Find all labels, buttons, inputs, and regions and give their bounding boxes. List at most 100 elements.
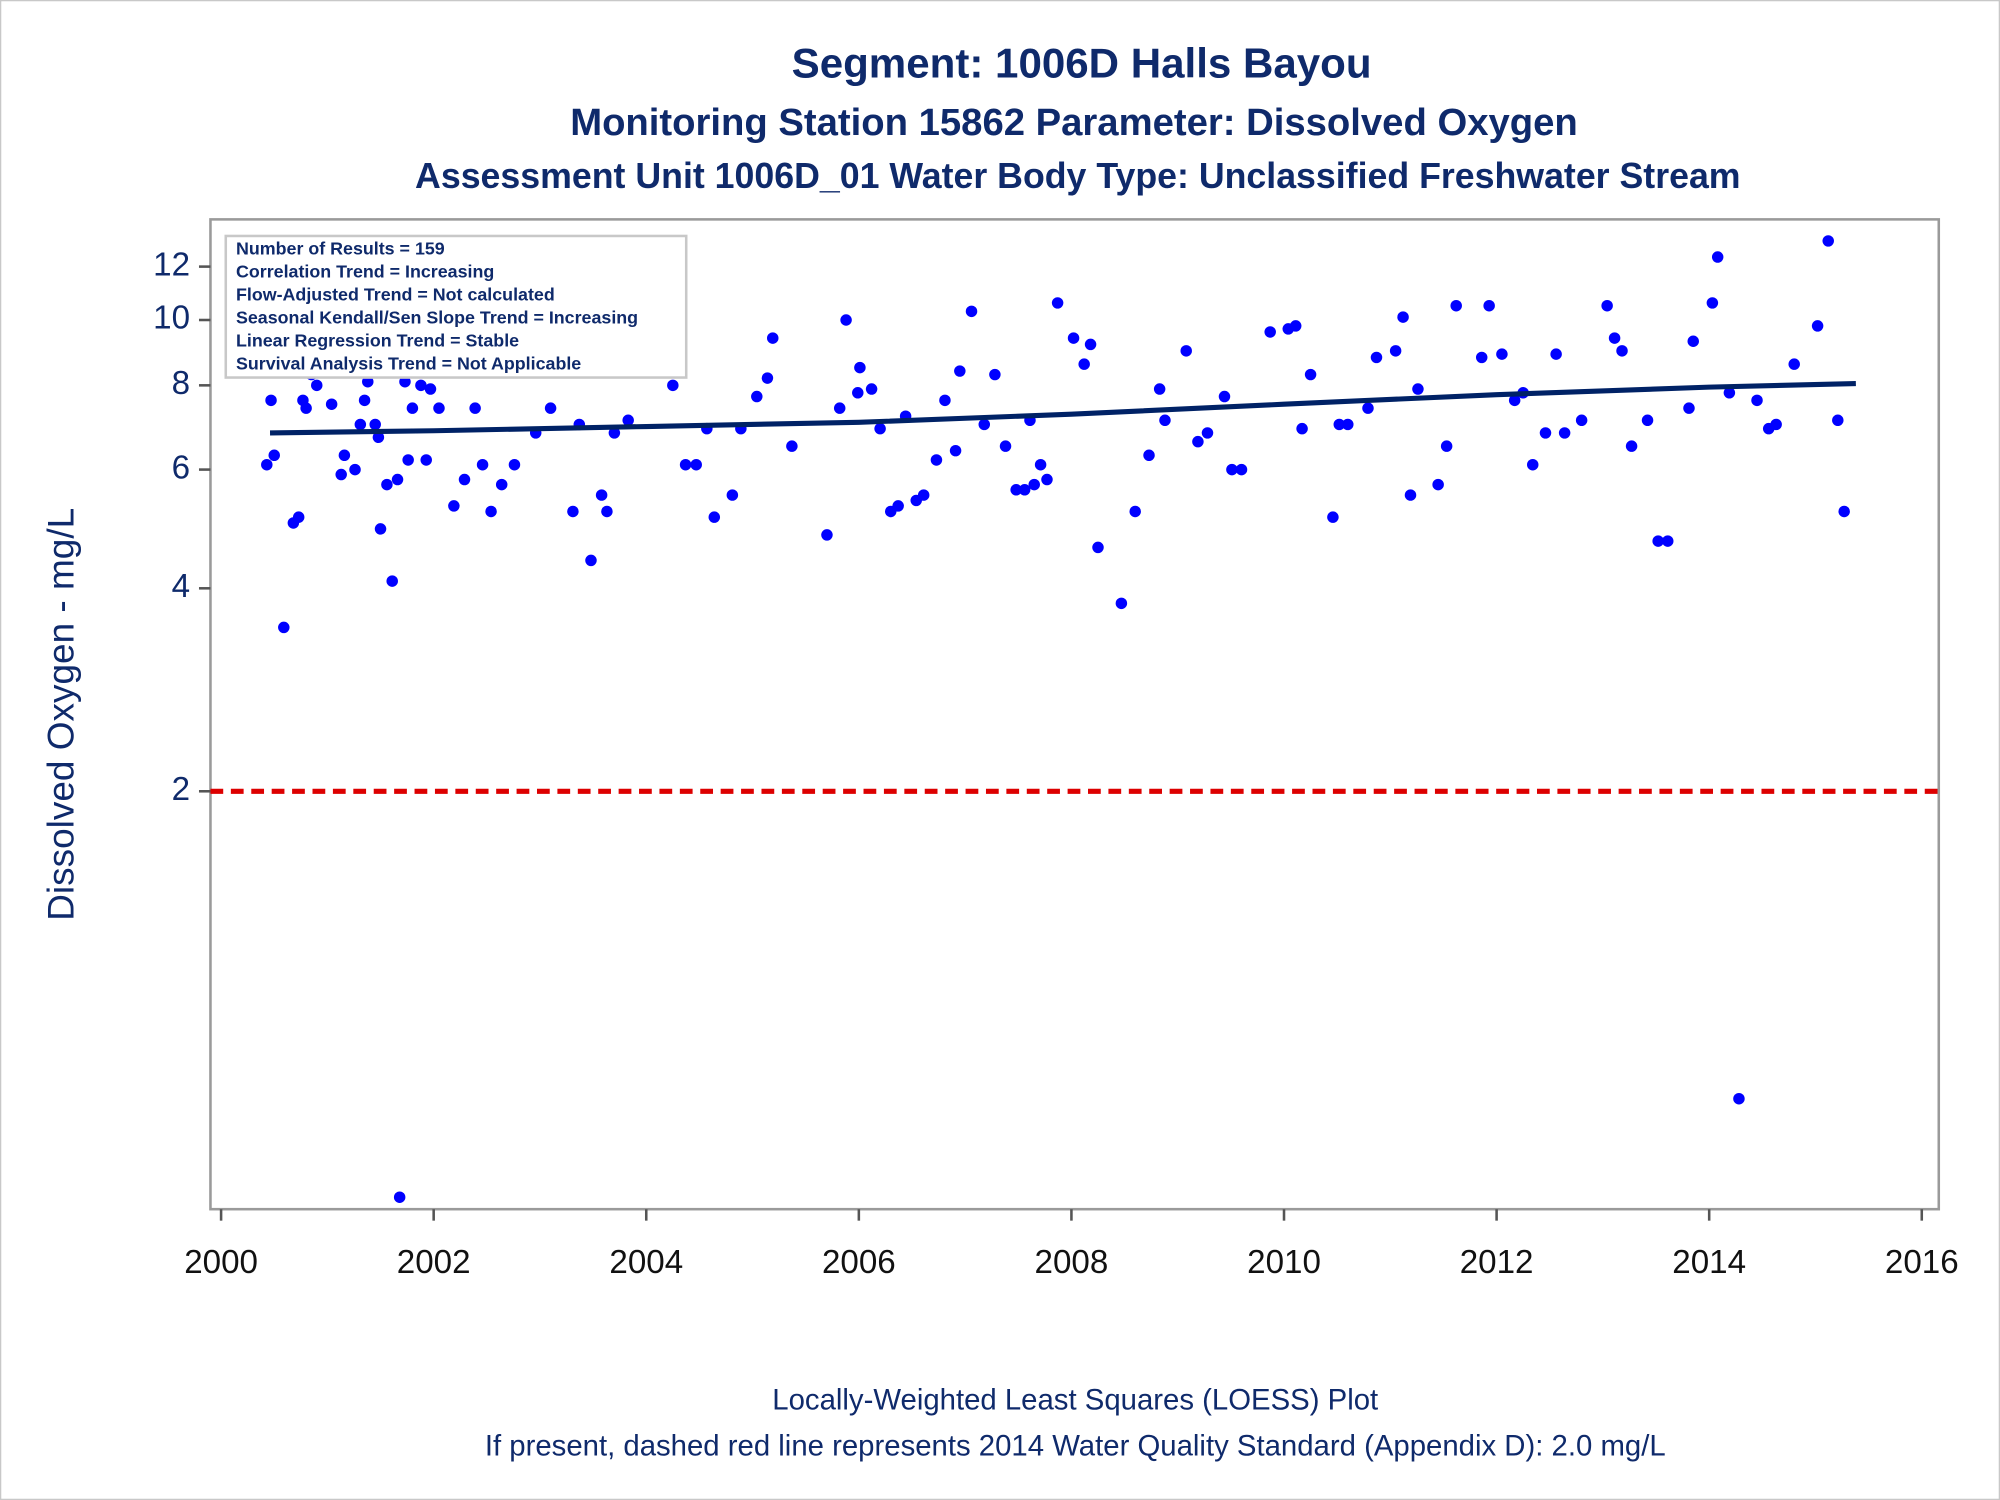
data-point (1092, 541, 1104, 554)
data-point (1625, 440, 1638, 452)
stats-line: Correlation Trend = Increasing (236, 262, 494, 282)
data-point (1432, 478, 1444, 491)
y-tick-label: 4 (172, 568, 190, 605)
data-point (325, 398, 338, 410)
data-point (1508, 394, 1521, 407)
trend-line (269, 380, 1856, 436)
data-point (1362, 402, 1374, 414)
data-point (999, 440, 1012, 452)
data-point (726, 489, 739, 501)
data-point (1575, 414, 1588, 427)
x-tick-label: 2004 (609, 1244, 683, 1281)
x-tick-label: 2012 (1460, 1244, 1534, 1281)
data-point (1192, 435, 1204, 448)
data-point (1450, 299, 1462, 312)
footnote: If present, dashed red line represents 2… (485, 1429, 1666, 1462)
data-point (1389, 345, 1402, 357)
x-tick-label: 2006 (822, 1244, 896, 1281)
data-point (1327, 511, 1339, 523)
data-point (954, 365, 966, 377)
data-point (852, 387, 864, 399)
data-point (892, 500, 904, 512)
data-point (1115, 597, 1128, 610)
data-point (544, 402, 557, 414)
data-point (1084, 338, 1097, 351)
data-point (595, 489, 608, 501)
data-point (751, 390, 763, 403)
data-point (278, 621, 290, 634)
data-point (338, 449, 351, 462)
x-tick-label: 2016 (1885, 1244, 1959, 1281)
data-point (1051, 297, 1064, 309)
y-tick-label: 10 (153, 300, 190, 337)
data-point (1018, 484, 1031, 496)
stats-line: Seasonal Kendall/Sen Slope Trend = Incre… (236, 308, 638, 328)
chart-subtitle: Monitoring Station 15862 Parameter: Diss… (570, 101, 1578, 144)
data-point (840, 314, 852, 326)
data-point (424, 383, 437, 395)
x-tick-label: 2002 (397, 1244, 471, 1281)
data-point (261, 459, 273, 471)
data-point (415, 379, 427, 392)
stats-box (224, 234, 688, 379)
data-point (917, 489, 930, 501)
data-point (402, 454, 414, 466)
data-point (949, 444, 962, 457)
data-point (1539, 427, 1552, 439)
data-point (1811, 320, 1824, 332)
data-point (567, 505, 579, 518)
data-point (1706, 297, 1719, 309)
data-point (1661, 535, 1674, 547)
data-point (939, 394, 951, 407)
data-point (508, 459, 521, 471)
data-point (1683, 402, 1695, 414)
data-point (448, 500, 460, 512)
data-point (786, 440, 798, 452)
data-point (335, 468, 347, 481)
data-point (362, 375, 374, 388)
data-point (989, 368, 1001, 381)
data-point (1235, 463, 1248, 476)
data-point (1770, 418, 1782, 431)
data-point (1041, 473, 1053, 486)
data-point (1226, 463, 1238, 476)
data-point (433, 402, 445, 414)
stats-line: Survival Analysis Trend = Not Applicable (236, 354, 581, 374)
data-point (608, 427, 621, 439)
data-point (354, 418, 367, 431)
data-point (679, 459, 692, 471)
data-point (1832, 414, 1844, 427)
data-point (386, 575, 398, 587)
data-point (358, 394, 371, 407)
data-point (495, 478, 508, 491)
data-point (1264, 326, 1276, 338)
data-point (874, 422, 886, 435)
data-point (1788, 358, 1800, 370)
stats-line: Linear Regression Trend = Stable (236, 331, 519, 351)
data-point (1404, 489, 1417, 501)
plot-area (209, 218, 1941, 1211)
data-point (865, 383, 878, 395)
x-tick-label: 2010 (1247, 1244, 1321, 1281)
data-point (930, 454, 943, 466)
data-point (265, 394, 277, 407)
y-tick-label: 2 (172, 771, 190, 808)
data-point (1475, 351, 1488, 364)
data-point (1641, 414, 1654, 427)
data-point (1652, 535, 1664, 547)
data-point (1397, 311, 1409, 323)
data-point (1687, 335, 1699, 347)
data-point (821, 529, 833, 541)
data-point (690, 459, 702, 471)
data-point (1751, 394, 1763, 407)
footnote: Locally-Weighted Least Squares (LOESS) P… (772, 1384, 1378, 1417)
x-tick-label: 2008 (1035, 1244, 1109, 1281)
data-point (1078, 358, 1090, 370)
data-point (708, 511, 721, 523)
data-point (458, 473, 471, 486)
data-point (300, 402, 312, 414)
data-point (1159, 414, 1171, 427)
data-point (1440, 440, 1453, 452)
data-point (399, 375, 411, 388)
data-point (1180, 345, 1192, 357)
